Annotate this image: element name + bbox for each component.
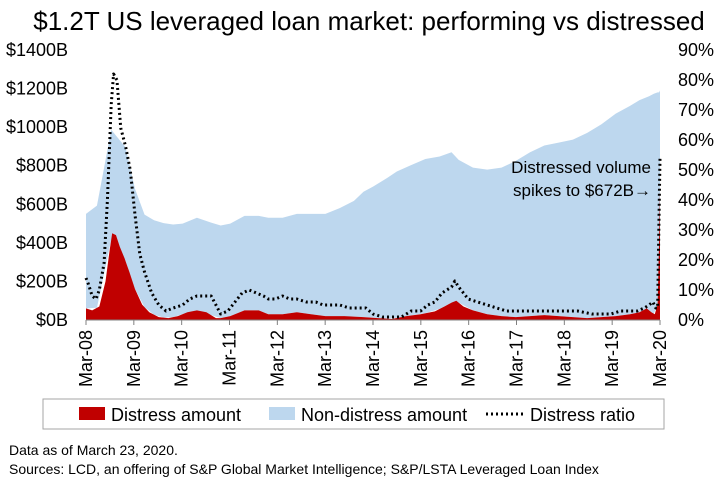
footnote-sources: Sources: LCD, an offering of S&P Global … <box>9 461 599 477</box>
right-tick-label: 40% <box>678 190 714 210</box>
series-area-non-distress-amount <box>86 90 660 319</box>
legend-label-distress-ratio: Distress ratio <box>530 405 635 425</box>
x-tick-label: Mar-11 <box>220 330 240 386</box>
left-tick-label: $1000B <box>6 117 68 137</box>
chart-title: $1.2T US leveraged loan market: performi… <box>33 6 705 36</box>
right-tick-label: 90% <box>678 40 714 60</box>
left-tick-label: $1200B <box>6 79 68 99</box>
legend-label-non-distress-amount: Non-distress amount <box>301 405 467 425</box>
left-tick-label: $200B <box>16 271 68 291</box>
x-tick-label: Mar-09 <box>124 330 144 387</box>
left-tick-label: $400B <box>16 233 68 253</box>
annotation-line-2: spikes to $672B→ <box>513 181 651 200</box>
left-y-axis: $0B $200B $400B $600B $800B $1000B $1200B $1400… <box>6 40 68 330</box>
left-tick-label: $800B <box>16 156 68 176</box>
right-tick-label: 70% <box>678 100 714 120</box>
x-tick-label: Mar-19 <box>602 330 622 387</box>
right-y-axis: 0% 10% 20% 30% 40% 50% 60% 70% 80% 90% <box>678 40 714 330</box>
left-tick-label: $1400B <box>6 40 68 60</box>
legend-label-distress-amount: Distress amount <box>111 405 241 425</box>
x-tick-label: Mar-20 <box>650 330 670 387</box>
x-tick-label: Mar-14 <box>363 330 383 387</box>
legend: Distress amount Non-distress amount Dist… <box>42 398 665 430</box>
x-tick-label: Mar-18 <box>554 330 574 387</box>
right-tick-label: 80% <box>678 70 714 90</box>
annotation: Distressed volume spikes to $672B→ <box>511 158 651 200</box>
x-tick-label: Mar-15 <box>411 330 431 387</box>
legend-box <box>42 398 665 430</box>
left-tick-label: $0B <box>36 310 68 330</box>
footnotes: Data as of March 23, 2020. Sources: LCD,… <box>9 442 599 477</box>
x-tick-label: Mar-08 <box>76 330 96 387</box>
x-tick-label: Mar-17 <box>507 330 527 387</box>
right-tick-label: 10% <box>678 280 714 300</box>
x-tick-label: Mar-16 <box>459 330 479 387</box>
x-tick-label: Mar-10 <box>172 330 192 387</box>
series-line-distress-ratio <box>84 72 662 319</box>
legend-swatch-non-distress-amount <box>269 407 295 420</box>
right-tick-label: 60% <box>678 130 714 150</box>
series-area-distress-amount <box>86 190 660 320</box>
plot-area <box>84 72 662 320</box>
annotation-line-1: Distressed volume <box>511 158 651 177</box>
footnote-date: Data as of March 23, 2020. <box>9 442 178 458</box>
legend-swatch-distress-amount <box>79 407 105 420</box>
right-tick-label: 20% <box>678 250 714 270</box>
x-tick-label: Mar-12 <box>267 330 287 387</box>
x-tick-label: Mar-13 <box>315 330 335 387</box>
left-tick-label: $600B <box>16 194 68 214</box>
right-tick-label: 30% <box>678 220 714 240</box>
right-tick-label: 0% <box>678 310 704 330</box>
right-tick-label: 50% <box>678 160 714 180</box>
x-axis: Mar-08 Mar-09 Mar-10 Mar-11 Mar-12 Mar-13 Mar-… <box>76 319 670 387</box>
